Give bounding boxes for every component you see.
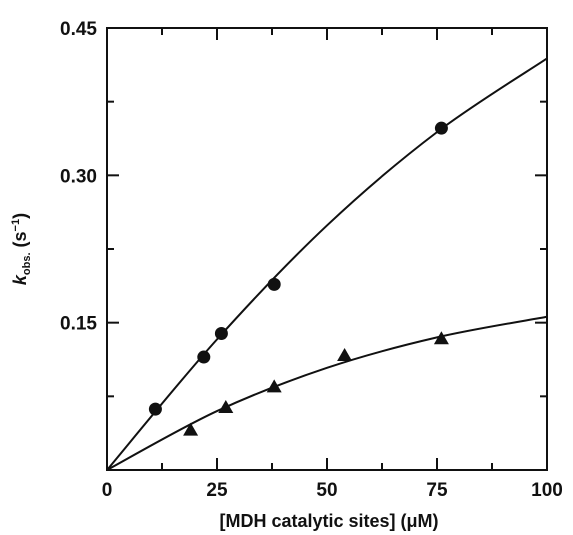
data-markers: [148, 121, 449, 436]
y-tick-label: 0.30: [60, 166, 97, 187]
x-tick-label: 100: [531, 480, 563, 501]
y-tick-label: 0.45: [60, 19, 97, 40]
y-axis-title: kobs. (s−1): [10, 213, 33, 285]
triangle-marker: [433, 331, 449, 345]
y-axis-unit-open: (s: [10, 231, 30, 252]
triangle-marker: [183, 422, 199, 436]
y-tick-label: 0.15: [60, 314, 97, 335]
fit-curve-triangle: [106, 315, 548, 471]
y-axis-unit-close: ): [10, 213, 30, 219]
x-axis-title: [MDH catalytic sites] (μM): [219, 511, 438, 531]
ticks: [106, 27, 548, 471]
tick-labels: 0 25 50 75 100 0.15 0.30 0.45: [60, 19, 563, 501]
triangle-marker: [266, 379, 282, 393]
x-tick-label: 75: [426, 480, 448, 501]
circle-marker: [434, 121, 448, 135]
circle-marker: [214, 326, 228, 340]
triangle-marker: [337, 348, 353, 362]
x-tick-label: 50: [316, 480, 337, 501]
y-axis-unit-sup: −1: [10, 219, 22, 232]
y-axis-subscript: obs.: [21, 252, 33, 275]
fit-curves: [106, 57, 548, 471]
circle-marker: [148, 402, 162, 416]
x-tick-label: 0: [102, 480, 113, 501]
fit-curve-circle: [106, 57, 548, 471]
x-tick-label: 25: [206, 480, 228, 501]
y-axis-symbol: k: [10, 274, 30, 285]
plot-frame: [106, 27, 548, 471]
circle-marker: [197, 350, 211, 364]
circle-marker: [267, 277, 281, 291]
triangle-marker: [218, 400, 234, 414]
